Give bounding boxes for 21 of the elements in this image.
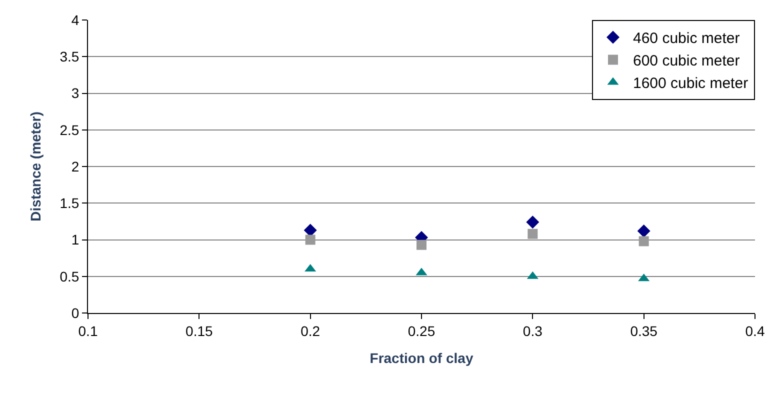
y-tick-label: 0 bbox=[71, 304, 80, 321]
x-tick-label: 0.25 bbox=[408, 322, 436, 339]
y-tick-label: 3 bbox=[71, 85, 80, 102]
legend-label: 600 cubic meter bbox=[633, 52, 740, 70]
x-tick-label: 0.1 bbox=[78, 322, 98, 339]
x-tick-label: 0.3 bbox=[522, 322, 543, 339]
y-tick-label: 4 bbox=[71, 12, 80, 28]
x-axis-title: Fraction of clay bbox=[370, 350, 474, 366]
y-tick-label: 0.5 bbox=[60, 268, 80, 284]
x-tick-label: 0.15 bbox=[186, 322, 214, 339]
y-axis-title: Distance (meter) bbox=[27, 112, 44, 222]
y-tick-label: 2.5 bbox=[60, 122, 80, 138]
y-tick-label: 3.5 bbox=[60, 48, 80, 65]
legend-label: 1600 cubic meter bbox=[633, 75, 748, 92]
legend-label: 460 cubic meter bbox=[633, 30, 740, 48]
x-tick-label: 0.4 bbox=[745, 322, 765, 339]
y-tick-label: 1.5 bbox=[60, 195, 80, 212]
y-tick-label: 2 bbox=[71, 158, 80, 174]
x-tick-label: 0.35 bbox=[630, 322, 658, 339]
x-tick-label: 0.2 bbox=[300, 322, 320, 339]
y-tick-label: 1 bbox=[71, 232, 80, 248]
